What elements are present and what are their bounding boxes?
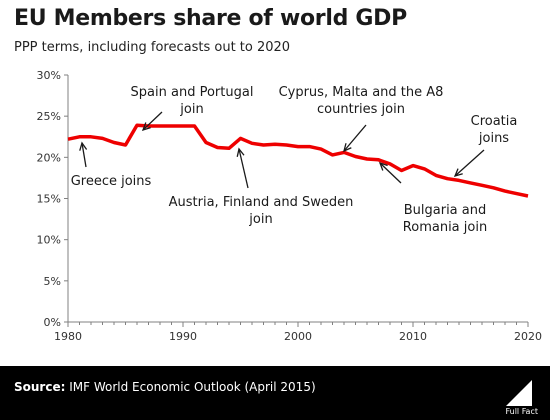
annotation-arrow: [142, 111, 163, 131]
annotation-arrowhead: [343, 143, 352, 153]
x-tick-label: 2010: [399, 330, 427, 343]
x-tick-label: 1990: [169, 330, 197, 343]
annotation-arrowhead: [141, 122, 151, 132]
y-tick-label: 30%: [37, 69, 61, 82]
annotation-label: join: [248, 212, 272, 227]
annotation-label: Greece joins: [71, 174, 152, 189]
annotation-label: Cyprus, Malta and the A8: [279, 85, 444, 100]
y-tick-label: 15%: [37, 193, 61, 206]
annotation-label: Croatia: [471, 114, 518, 129]
source-label: Source:: [14, 380, 66, 394]
annotation-arrowhead: [378, 161, 388, 171]
annotation-label: Romania join: [403, 220, 487, 235]
annotation-arrowhead: [236, 147, 245, 157]
brand-name: Full Fact: [505, 407, 538, 416]
annotation-label: Austria, Finland and Sweden: [169, 195, 354, 210]
x-tick-label: 2020: [514, 330, 542, 343]
annotation-arrowhead: [79, 141, 88, 151]
footer-bar: Source: IMF World Economic Outlook (Apri…: [0, 366, 550, 420]
annotation-arrowhead: [453, 168, 463, 177]
source-text: IMF World Economic Outlook (April 2015): [69, 380, 316, 394]
chart-title: EU Members share of world GDP: [14, 6, 407, 31]
annotation-arrow: [454, 149, 485, 177]
source-note: Source: IMF World Economic Outlook (Apri…: [14, 380, 316, 394]
annotation-arrow: [379, 162, 402, 184]
x-tick-label: 2000: [284, 330, 312, 343]
annotation-arrow: [81, 142, 87, 168]
annotation-label: join: [179, 102, 203, 117]
annotation-label: joins: [478, 131, 509, 146]
y-tick-label: 0%: [44, 316, 61, 329]
y-tick-label: 10%: [37, 234, 61, 247]
annotation-label: Bulgaria and: [404, 203, 487, 218]
annotation-label: countries join: [317, 102, 405, 117]
full-fact-logo-icon: [506, 380, 532, 406]
x-tick-label: 1980: [54, 330, 82, 343]
annotation-label: Spain and Portugal: [131, 85, 254, 100]
chart-subtitle: PPP terms, including forecasts out to 20…: [14, 40, 291, 55]
annotation-arrow: [343, 124, 367, 152]
y-tick-label: 5%: [44, 275, 61, 288]
annotation-arrow: [238, 148, 249, 189]
line-chart: 0% 5% 10% 15% 20% 25% 30% 1980 1990 2000 2010 2020 G…: [37, 69, 542, 343]
y-tick-label: 20%: [37, 151, 61, 164]
y-tick-label: 25%: [37, 110, 61, 123]
